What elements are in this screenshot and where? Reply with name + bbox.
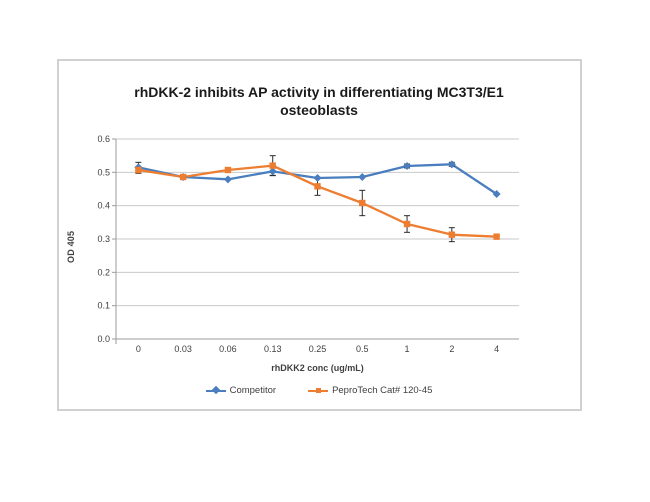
svg-text:0: 0: [136, 344, 141, 354]
svg-text:0.25: 0.25: [309, 344, 327, 354]
svg-text:0.3: 0.3: [97, 234, 110, 244]
chart-title: rhDKK-2 inhibits AP activity in differen…: [134, 84, 504, 118]
y-axis-title: OD 405: [66, 230, 76, 263]
svg-text:0.0: 0.0: [97, 334, 110, 344]
svg-text:0.2: 0.2: [97, 267, 110, 277]
peprotech-line-square-icon: [308, 386, 329, 395]
legend: Competitor PeproTech Cat# 120-45: [57, 383, 581, 397]
legend-item-competitor: Competitor: [205, 384, 277, 396]
svg-text:0.5: 0.5: [356, 344, 369, 354]
svg-text:4: 4: [494, 344, 499, 354]
legend-label: Competitor: [229, 384, 277, 396]
svg-text:0.03: 0.03: [174, 344, 192, 354]
x-axis-title: rhDKK2 conc (ug/mL): [271, 363, 364, 373]
svg-text:0.1: 0.1: [97, 301, 110, 311]
svg-text:0.6: 0.6: [97, 134, 110, 144]
competitor-line-diamond-icon: [205, 385, 226, 395]
svg-text:0.06: 0.06: [219, 344, 237, 354]
legend-label: PeproTech Cat# 120-45: [332, 384, 433, 396]
legend-item-peprotech: PeproTech Cat# 120-45: [308, 385, 432, 396]
svg-text:2: 2: [449, 344, 454, 354]
svg-text:0.13: 0.13: [264, 344, 282, 354]
svg-text:0.4: 0.4: [97, 201, 110, 211]
svg-text:0.5: 0.5: [97, 167, 110, 177]
svg-text:1: 1: [405, 344, 410, 354]
